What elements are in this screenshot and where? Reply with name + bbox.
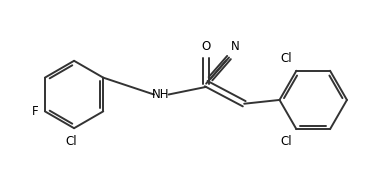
- Text: Cl: Cl: [280, 135, 292, 148]
- Text: F: F: [32, 105, 38, 118]
- Text: Cl: Cl: [66, 135, 77, 148]
- Text: NH: NH: [152, 88, 170, 101]
- Text: O: O: [201, 40, 211, 53]
- Text: Cl: Cl: [280, 52, 292, 65]
- Text: N: N: [231, 40, 240, 53]
